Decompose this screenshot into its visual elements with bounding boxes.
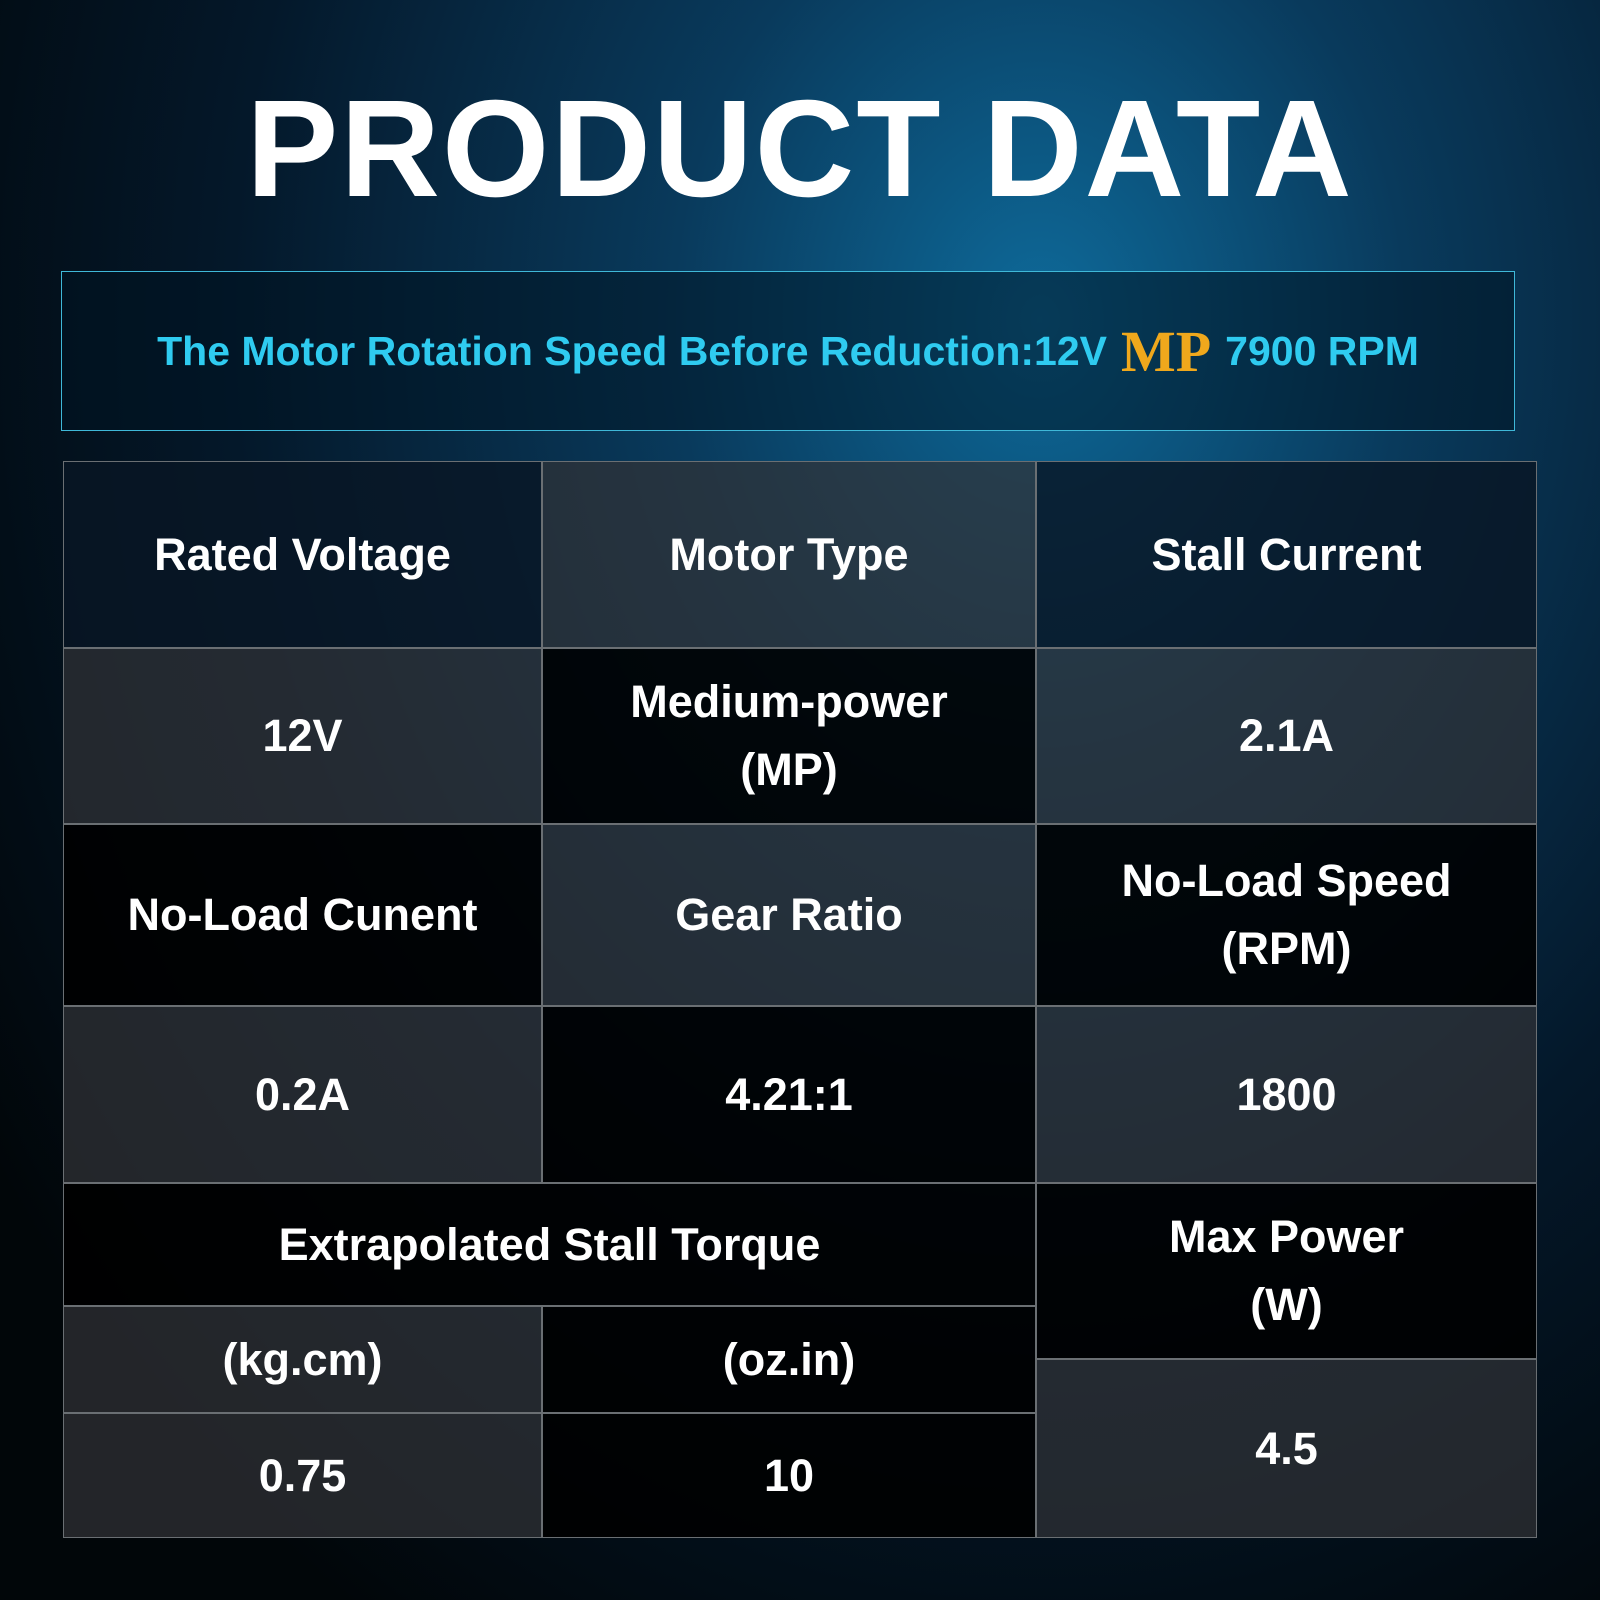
- table-cell: 4.21:1: [542, 1006, 1036, 1183]
- cell-text: (W): [1250, 1279, 1323, 1330]
- cell-text: 4.21:1: [725, 1068, 853, 1120]
- cell-text: Gear Ratio: [675, 889, 903, 940]
- table-cell: Max Power (W): [1036, 1183, 1537, 1359]
- table-cell: Stall Current: [1036, 461, 1537, 648]
- cell-text: 10: [763, 1449, 815, 1501]
- cell-text: 0.75: [258, 1449, 347, 1501]
- cell-text: No-Load Speed: [1121, 855, 1452, 906]
- table-cell: 12V: [63, 648, 542, 824]
- table-cell: Motor Type: [542, 461, 1036, 648]
- cell-text: Motor Type: [669, 528, 909, 580]
- banner: The Motor Rotation Speed Before Reductio…: [61, 271, 1515, 431]
- table-cell: Medium-power (MP): [542, 648, 1036, 824]
- table-cell: No-Load Cunent: [63, 824, 542, 1006]
- table-cell: 1800: [1036, 1006, 1537, 1183]
- table-cell: 10: [542, 1413, 1036, 1538]
- banner-highlight: MP: [1121, 318, 1212, 384]
- table-cell: No-Load Speed (RPM): [1036, 824, 1537, 1006]
- cell-text: Stall Current: [1151, 528, 1422, 580]
- table-cell: Rated Voltage: [63, 461, 542, 648]
- cell-text: Extrapolated Stall Torque: [278, 1218, 821, 1270]
- cell-text: (kg.cm): [222, 1333, 383, 1385]
- cell-text: Rated Voltage: [154, 528, 451, 580]
- table-cell: Gear Ratio: [542, 824, 1036, 1006]
- cell-text: Medium-power: [630, 676, 948, 727]
- cell-text: 0.2A: [254, 1068, 351, 1120]
- title: PRODUCT DATA: [246, 72, 1354, 226]
- cell-text: (oz.in): [722, 1333, 856, 1385]
- cell-text: 1800: [1236, 1068, 1337, 1120]
- cell-text: Max Power: [1168, 1211, 1405, 1262]
- cell-text: 2.1A: [1238, 710, 1335, 761]
- cell-text: 4.5: [1255, 1422, 1318, 1474]
- table-cell: Extrapolated Stall Torque: [63, 1183, 1036, 1306]
- banner-text: The Motor Rotation Speed Before Reductio…: [157, 327, 1107, 374]
- banner-speed: 7900 RPM: [1225, 327, 1419, 374]
- cell-text: (RPM): [1221, 923, 1352, 974]
- table-cell: 0.75: [63, 1413, 542, 1538]
- table-cell: 2.1A: [1036, 648, 1537, 824]
- table-cell: (kg.cm): [63, 1306, 542, 1413]
- table-cell: 4.5: [1036, 1359, 1537, 1538]
- table-cell: 0.2A: [63, 1006, 542, 1183]
- cell-text: 12V: [262, 710, 343, 761]
- cell-text: No-Load Cunent: [127, 889, 478, 940]
- table-cell: (oz.in): [542, 1306, 1036, 1413]
- cell-text: (MP): [740, 744, 838, 795]
